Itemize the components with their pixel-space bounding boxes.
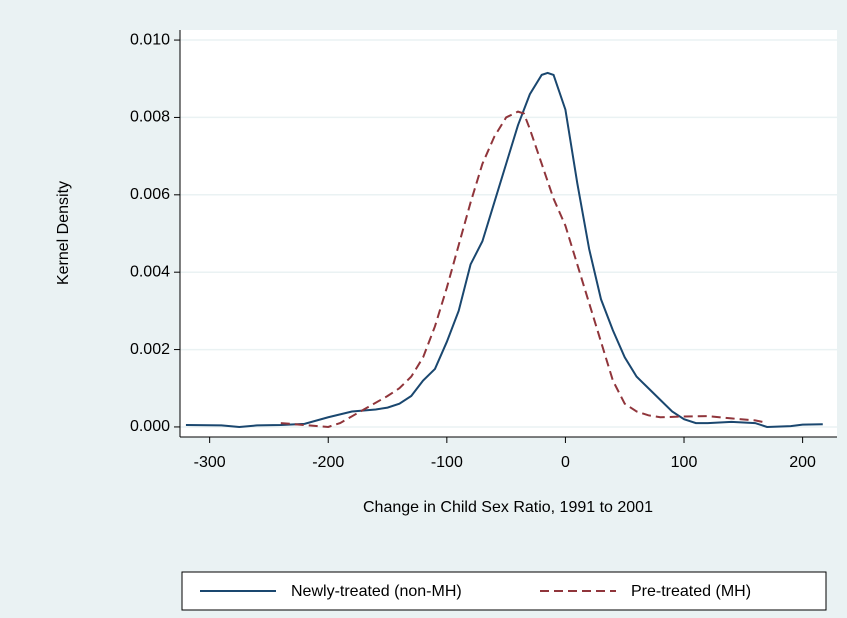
x-tick-label: 200 xyxy=(789,454,816,471)
y-axis-label: Kernel Density xyxy=(55,181,72,285)
legend-label: Newly-treated (non-MH) xyxy=(291,583,462,600)
y-tick-label: 0.004 xyxy=(130,263,170,280)
y-tick-label: 0.002 xyxy=(130,341,170,358)
plot-area xyxy=(180,30,837,437)
x-axis-label: Change in Child Sex Ratio, 1991 to 2001 xyxy=(363,499,653,516)
legend-label: Pre-treated (MH) xyxy=(631,583,751,600)
y-tick-label: 0.010 xyxy=(130,31,170,48)
x-tick-label: -100 xyxy=(431,454,463,471)
line-series xyxy=(280,110,765,428)
x-tick-label: -200 xyxy=(312,454,344,471)
line-series xyxy=(185,71,823,428)
x-tick-label: 100 xyxy=(671,454,698,471)
x-tick-label: -300 xyxy=(194,454,226,471)
y-tick-label: 0.008 xyxy=(130,109,170,126)
legend xyxy=(181,571,827,611)
x-tick-label: 0 xyxy=(561,454,570,471)
y-tick-label: 0.006 xyxy=(130,186,170,203)
y-tick-label: 0.000 xyxy=(130,418,170,435)
